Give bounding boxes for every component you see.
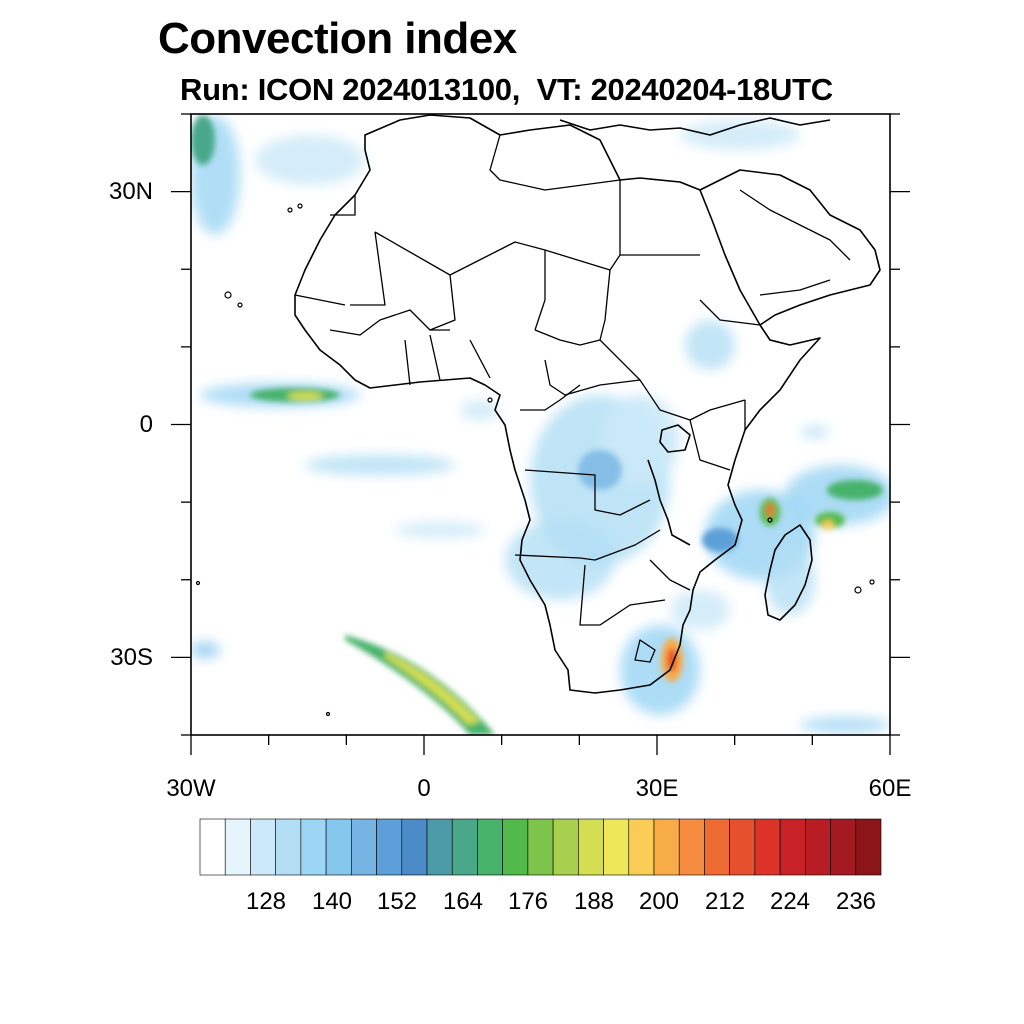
convection-field [191,115,890,735]
colorbar-swatch [426,818,453,876]
x-tick-label-30e: 30E [635,775,679,802]
colorbar-label: 164 [442,888,484,915]
x-tick-label-30w: 30W [166,775,216,802]
colorbar-label: 128 [245,888,287,915]
colorbar-label: 176 [507,888,549,915]
colorbar-swatch [628,818,655,876]
lake-victoria [659,424,691,453]
africa-coastline [294,114,821,694]
convection-strong-layer [191,115,883,735]
colorbar-swatch [603,818,630,876]
colorbar-label: 236 [835,888,877,915]
colorbar-label: 212 [704,888,746,915]
map-frame [190,113,891,736]
colorbar-swatch [275,818,302,876]
colorbar-swatch [552,818,579,876]
x-tick-label-0: 0 [417,775,431,802]
colorbar-swatch [653,818,680,876]
colorbar-label: 224 [769,888,811,915]
colorbar-swatch [578,818,604,876]
colorbar-swatch [325,818,352,876]
arabia-coastline [699,169,881,326]
coastlines-borders [195,114,881,717]
y-tick-label-30n: 30N [108,178,153,205]
colorbar-label: 200 [638,888,680,915]
map-title: Convection index [158,14,517,63]
colorbar-swatch [401,818,428,876]
colorbar-label: 152 [376,888,418,915]
colorbar [199,818,882,876]
mediterranean-coast-north [559,117,831,136]
colorbar-swatch [451,818,478,876]
map-subtitle: Run: ICON 2024013100, VT: 20240204-18UTC [180,72,833,107]
colorbar-swatch [199,818,226,876]
colorbar-swatch [704,818,730,876]
y-tick-label-0: 0 [139,411,153,438]
colorbar-swatch [502,818,529,876]
colorbar-swatch [754,818,781,876]
colorbar-label: 188 [573,888,615,915]
lake-tanganyika-malawi [647,459,691,546]
colorbar-swatch [477,818,503,876]
y-tick-label-30s: 30S [110,644,153,671]
colorbar-swatch [300,818,327,876]
colorbar-swatch [351,818,377,876]
colorbar-swatch [376,818,403,876]
axis-ticks [171,113,910,755]
colorbar-label: 140 [311,888,353,915]
colorbar-swatch [527,818,554,876]
madagascar-coastline [764,524,813,621]
colorbar-swatch [779,818,806,876]
colorbar-swatch [678,818,705,876]
colorbar-swatch [855,818,882,876]
country-borders [294,134,851,663]
colorbar-swatch [805,818,831,876]
x-tick-label-60e: 60E [868,775,912,802]
convection-light-layer [191,115,890,733]
colorbar-swatch [729,818,756,876]
small-islands [195,203,875,717]
colorbar-swatch [224,818,251,876]
colorbar-swatch [250,818,276,876]
colorbar-swatch [830,818,857,876]
